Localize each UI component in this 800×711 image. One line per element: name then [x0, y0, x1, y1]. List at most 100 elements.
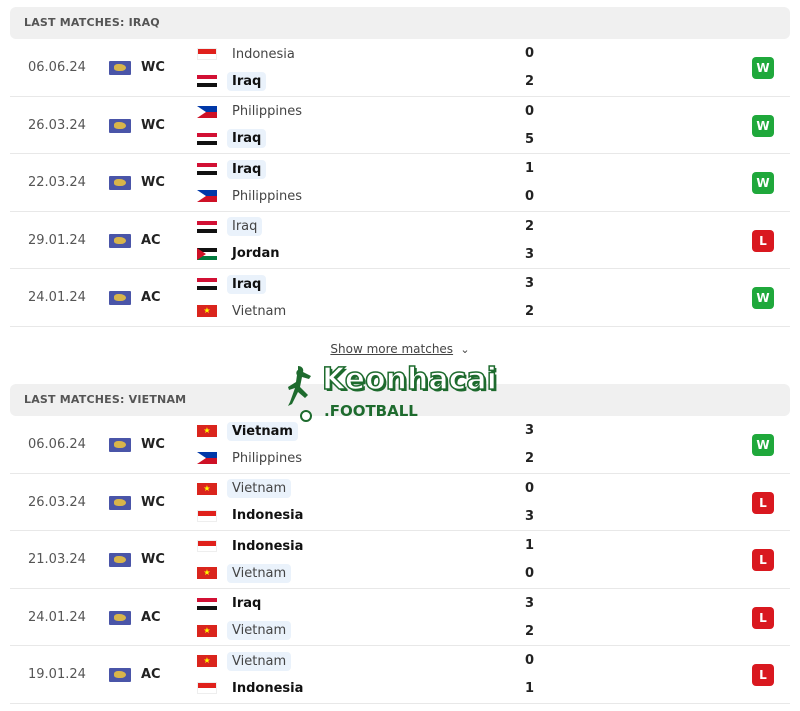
match-date: 29.01.24: [28, 232, 86, 248]
team-name: Jordan: [232, 246, 280, 261]
team-name: Philippines: [232, 188, 303, 204]
team-away[interactable]: ★ Vietnam: [197, 300, 291, 322]
home-score: 0: [525, 480, 535, 496]
keonhacai-watermark-logo: Keonhacai .FOOTBALL: [278, 361, 528, 424]
competition-label: AC: [141, 667, 161, 682]
team-home[interactable]: Iraq: [197, 593, 266, 615]
team-away[interactable]: ★ Vietnam: [197, 562, 292, 584]
match-row[interactable]: 29.01.24 AC Iraq Jordan 2 3 L: [10, 212, 790, 269]
match-row[interactable]: 26.03.24 WC ★ Vietnam Indonesia 0 3 L: [10, 474, 790, 531]
competition-icon: [109, 118, 131, 133]
match-date: 26.03.24: [28, 494, 86, 510]
indonesia-flag-icon: [197, 48, 217, 60]
competition-icon: [109, 438, 131, 452]
match-date: 22.03.24: [28, 175, 86, 190]
match-row[interactable]: 06.06.24 WC ★ Vietnam Philippines 3 2 W: [10, 416, 790, 474]
team-away[interactable]: Iraq: [197, 70, 267, 92]
match-row[interactable]: 21.03.24 WC Indonesia ★ Vietnam 1 0 L: [10, 531, 790, 589]
away-score: 3: [525, 508, 535, 524]
match-date: 06.06.24: [28, 60, 86, 75]
show-more-label: Show more matches: [330, 342, 454, 356]
home-score: 3: [525, 276, 535, 291]
competition-label: AC: [141, 609, 161, 625]
match-row[interactable]: 26.03.24 WC Philippines Iraq 0 5 W: [10, 97, 790, 154]
competition-label: WC: [141, 117, 165, 133]
jordan-flag-icon: [197, 247, 217, 260]
result-badge: L: [752, 549, 774, 571]
team-away[interactable]: Philippines: [197, 447, 307, 469]
competition-icon: [109, 553, 131, 567]
vietnam-flag-icon: ★: [197, 425, 217, 437]
team-name: Indonesia: [232, 508, 304, 523]
team-home[interactable]: ★ Vietnam: [197, 478, 292, 500]
team-home[interactable]: ★ Vietnam: [197, 420, 298, 442]
team-away[interactable]: Iraq: [197, 128, 267, 150]
iraq-last-matches: LAST MATCHES: IRAQ 06.06.24 WC Indonesia…: [10, 7, 790, 327]
match-date: 26.03.24: [28, 117, 86, 133]
team-name: Vietnam: [232, 303, 287, 319]
team-name: Iraq: [227, 217, 263, 236]
competition-label: AC: [141, 290, 161, 305]
team-away[interactable]: Indonesia: [197, 677, 308, 699]
philippines-flag-icon: [197, 105, 217, 118]
indonesia-flag-icon: [197, 509, 217, 522]
competition-label: WC: [141, 175, 165, 190]
team-home[interactable]: Philippines: [197, 101, 307, 123]
match-date: 24.01.24: [28, 290, 86, 305]
away-score: 2: [525, 74, 535, 89]
team-name: Philippines: [232, 104, 303, 119]
competition-icon: [109, 61, 131, 75]
home-score: 1: [525, 161, 535, 176]
watermark-subtext: .FOOTBALL: [324, 402, 418, 420]
team-name: Iraq: [227, 159, 267, 179]
result-badge: W: [752, 114, 774, 137]
match-row[interactable]: 24.01.24 AC Iraq ★ Vietnam 3 2 L: [10, 589, 790, 646]
vietnam-flag-icon: ★: [197, 482, 217, 495]
team-name: Vietnam: [227, 421, 298, 441]
indonesia-flag-icon: [197, 540, 217, 552]
away-score: 2: [525, 623, 535, 639]
away-score: 5: [525, 131, 535, 147]
team-home[interactable]: Indonesia: [197, 43, 300, 65]
vietnam-flag-icon: ★: [197, 624, 217, 637]
team-away[interactable]: Philippines: [197, 185, 307, 207]
competition-icon: [109, 610, 131, 625]
team-home[interactable]: Iraq: [197, 158, 267, 180]
home-score: 1: [525, 538, 535, 553]
team-home[interactable]: ★ Vietnam: [197, 650, 292, 672]
team-name: Philippines: [232, 450, 303, 466]
result-badge: L: [752, 664, 774, 686]
iraq-flag-icon: [197, 220, 217, 233]
match-date: 06.06.24: [28, 437, 86, 452]
match-row[interactable]: 22.03.24 WC Iraq Philippines 1 0 W: [10, 154, 790, 212]
team-name: Iraq: [227, 274, 267, 294]
section-header: LAST MATCHES: IRAQ: [10, 7, 790, 39]
match-date: 24.01.24: [28, 609, 86, 625]
show-more-matches-link[interactable]: Show more matches ⌄: [0, 342, 800, 356]
result-badge: L: [752, 229, 774, 252]
result-badge: W: [752, 57, 774, 79]
result-badge: W: [752, 434, 774, 456]
match-row[interactable]: 06.06.24 WC Indonesia Iraq 0 2 W: [10, 39, 790, 97]
competition-label: WC: [141, 552, 165, 567]
competition-icon: [109, 668, 131, 682]
away-score: 3: [525, 246, 535, 262]
section-header: LAST MATCHES: VIETNAM: [10, 384, 790, 416]
competition-icon: [109, 176, 131, 190]
match-row[interactable]: 24.01.24 AC Iraq ★ Vietnam 3 2 W: [10, 269, 790, 327]
team-name: Vietnam: [227, 479, 292, 498]
team-away[interactable]: ★ Vietnam: [197, 620, 292, 642]
team-home[interactable]: Indonesia: [197, 535, 308, 557]
footballer-icon: [288, 366, 312, 422]
team-away[interactable]: Indonesia: [197, 505, 308, 527]
team-away[interactable]: Jordan: [197, 243, 285, 265]
home-score: 3: [525, 595, 535, 611]
team-home[interactable]: Iraq: [197, 273, 267, 295]
result-badge: W: [752, 287, 774, 309]
competition-label: WC: [141, 60, 165, 75]
away-score: 2: [525, 451, 535, 466]
team-home[interactable]: Iraq: [197, 216, 263, 238]
match-row[interactable]: 19.01.24 AC ★ Vietnam Indonesia 0 1 L: [10, 646, 790, 704]
watermark-text: Keonhacai: [321, 361, 497, 398]
vietnam-last-matches: LAST MATCHES: VIETNAM 06.06.24 WC ★ Viet…: [10, 384, 790, 704]
